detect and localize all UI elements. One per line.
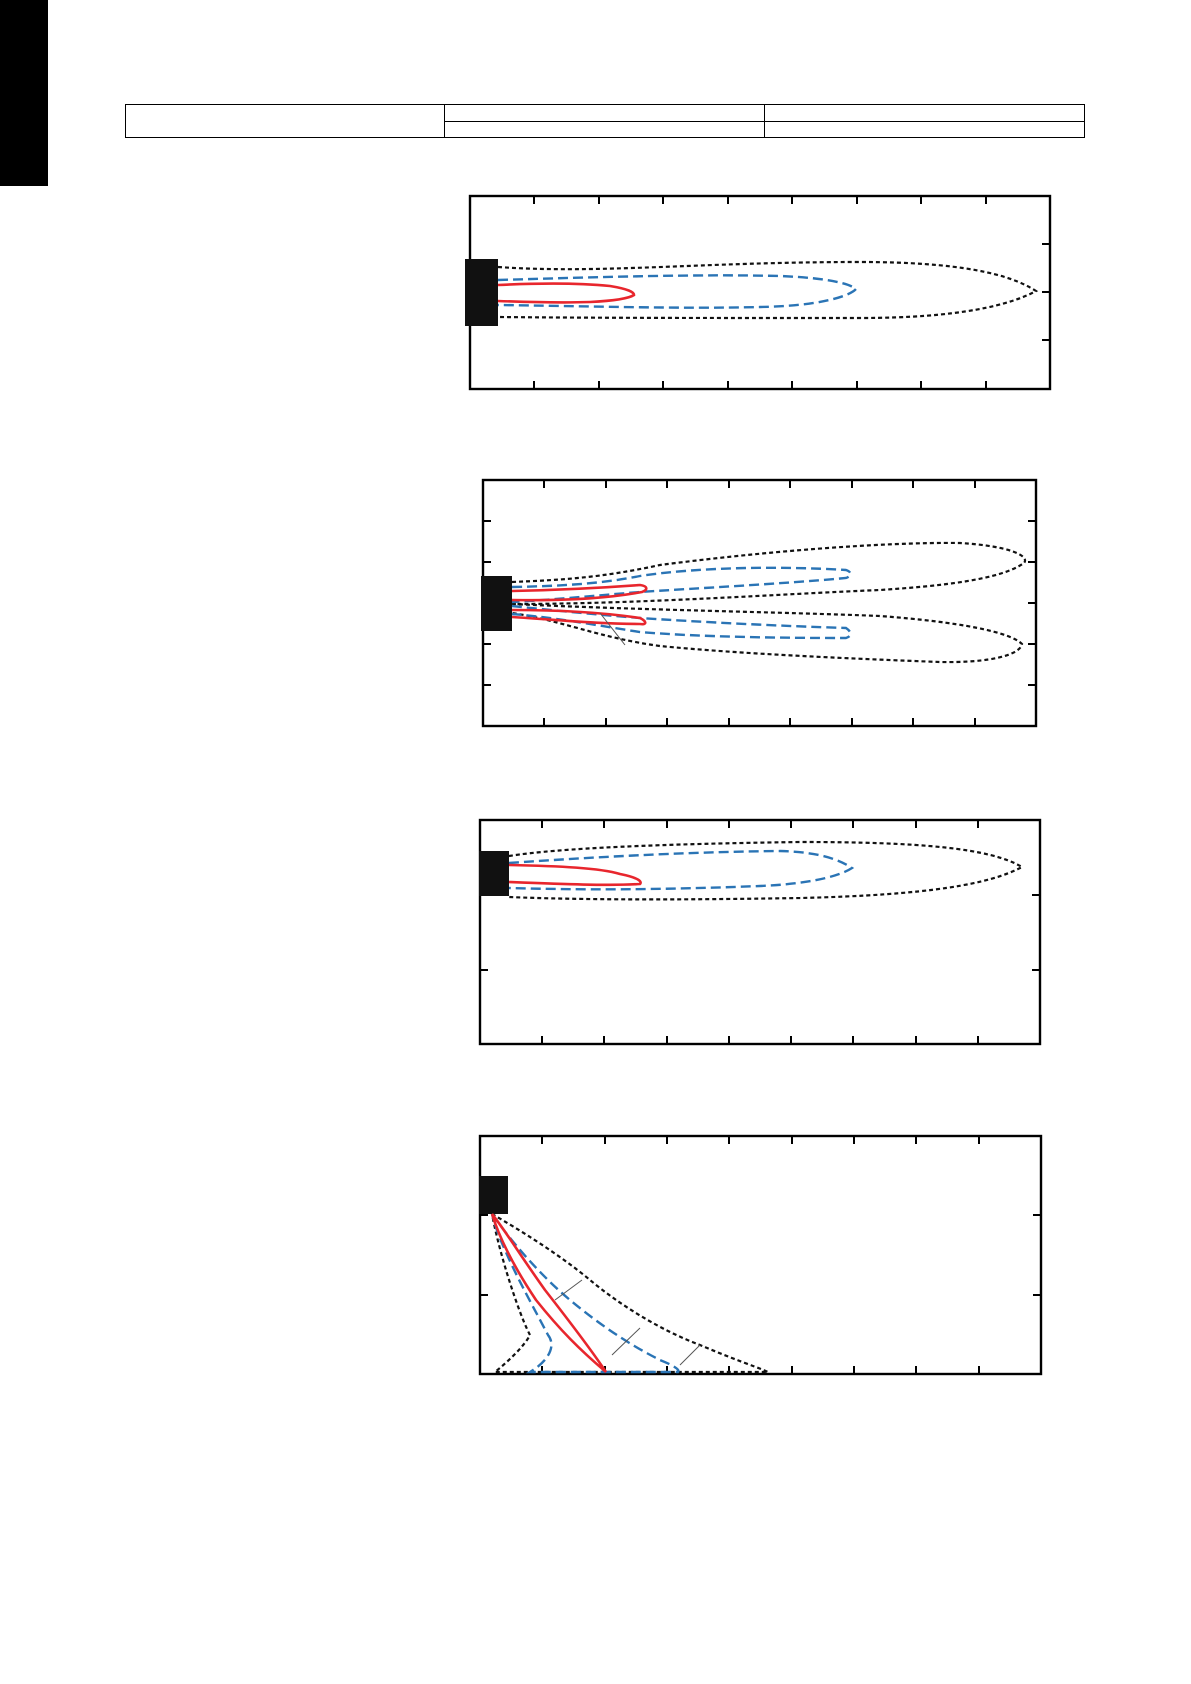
spec-row [126, 120, 1085, 138]
leader-line [554, 1279, 583, 1301]
middle-contour-line-upper [511, 566, 852, 604]
middle-contour-line [490, 1213, 680, 1374]
airflow-diagram-split [481, 478, 1038, 728]
inner-contour-line-lower [511, 608, 647, 626]
leader-line [611, 1327, 641, 1356]
spec-row [125, 104, 1085, 138]
leader-line [599, 612, 626, 646]
middle-contour-line [508, 849, 855, 891]
indoor-unit-icon [465, 259, 498, 326]
spec-value-cell [444, 120, 765, 138]
diagram-frame [478, 1134, 1043, 1376]
diagram-frame [468, 194, 1052, 391]
indoor-unit-icon [479, 851, 509, 896]
airflow-diagram-straight [465, 194, 1052, 391]
airflow-diagram-downward [478, 1134, 1043, 1376]
inner-contour-line [490, 1213, 608, 1373]
tick-marks [480, 820, 1040, 1044]
outer-contour-line [497, 260, 1039, 320]
outer-contour-line-upper [511, 541, 1027, 606]
spec-value-cell [764, 104, 1085, 122]
inner-contour-line-upper [511, 583, 648, 602]
spec-table [125, 104, 1085, 138]
diagram-frame [478, 818, 1042, 1046]
diagram-frame [481, 478, 1038, 728]
tick-marks [533, 196, 1050, 389]
airflow-diagram-ceiling [478, 818, 1042, 1046]
tick-marks [483, 480, 1036, 726]
corner-tab [0, 0, 48, 186]
outer-contour-line-lower [511, 602, 1024, 664]
inner-contour-line [497, 282, 636, 304]
outer-contour-line [490, 1213, 769, 1374]
indoor-unit-icon [481, 576, 512, 631]
spec-value-cell [444, 104, 765, 122]
inner-contour-line [508, 863, 642, 887]
spec-value-cell [764, 120, 1085, 138]
tick-marks [480, 1136, 1041, 1374]
leader-line [679, 1344, 701, 1366]
spec-label-cell [125, 104, 445, 138]
indoor-unit-icon [479, 1176, 508, 1214]
middle-contour-line [497, 274, 858, 309]
